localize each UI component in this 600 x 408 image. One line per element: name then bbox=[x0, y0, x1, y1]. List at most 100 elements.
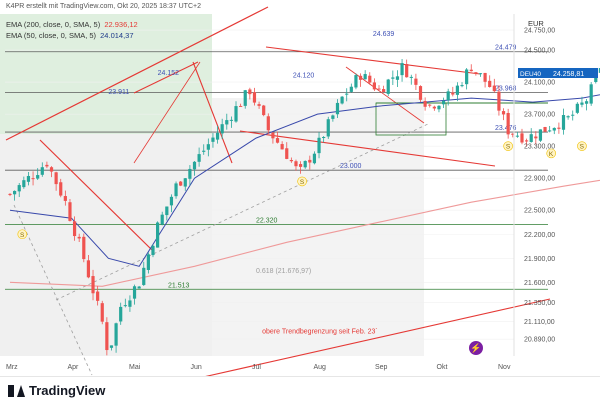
candle-body bbox=[174, 183, 178, 197]
candle-body bbox=[234, 106, 238, 122]
candle-body bbox=[515, 135, 519, 137]
chart-credit: K4PR erstellt mit TradingView.com, Okt 2… bbox=[6, 3, 201, 10]
candle-body bbox=[451, 92, 455, 95]
candle-body bbox=[418, 86, 423, 100]
candle-body bbox=[386, 79, 390, 94]
candle-body bbox=[289, 160, 293, 162]
candle-body bbox=[317, 137, 321, 154]
candle-body bbox=[211, 137, 215, 142]
y-tick-label: 22.500,00 bbox=[524, 208, 555, 215]
level-label: 24.479 bbox=[495, 45, 517, 52]
candle-body bbox=[423, 100, 427, 107]
legend-ema200-label: EMA (200, close, 0, SMA, 5) bbox=[6, 20, 101, 29]
ema200-line bbox=[9, 179, 600, 287]
marker-letter: K bbox=[549, 151, 554, 158]
candle-body bbox=[45, 164, 49, 167]
candle-body bbox=[561, 115, 566, 130]
candle-body bbox=[22, 180, 26, 188]
candle-body bbox=[460, 85, 464, 87]
candle-body bbox=[192, 161, 197, 170]
candle-body bbox=[331, 115, 335, 119]
candle-body bbox=[478, 73, 483, 75]
candle-body bbox=[543, 127, 547, 132]
candle-body bbox=[239, 105, 243, 107]
candle-body bbox=[142, 267, 146, 285]
footer bbox=[0, 376, 600, 408]
marker-badge bbox=[297, 176, 307, 187]
marker-letter: S bbox=[300, 179, 305, 186]
upper-channel-line bbox=[5, 6, 269, 141]
x-tick-label: Apr bbox=[68, 364, 80, 371]
y-tick-label: 23.300,00 bbox=[524, 144, 555, 151]
candle-body bbox=[165, 206, 169, 216]
summer-upper-line bbox=[265, 46, 481, 75]
dashed-support-line bbox=[55, 122, 431, 301]
candle-body bbox=[156, 222, 160, 248]
candle-body bbox=[340, 96, 344, 104]
candle-body bbox=[8, 193, 12, 195]
legend-ema200[interactable]: EMA (200, close, 0, SMA, 5) 22.936,12 bbox=[6, 20, 138, 29]
candle-body bbox=[520, 133, 524, 143]
candle-body bbox=[372, 82, 376, 90]
candle-body bbox=[197, 154, 201, 162]
annotations: obere Trendbegrenzung seit Feb. 23´ bbox=[262, 329, 378, 336]
candle-body bbox=[114, 323, 118, 346]
y-tick-label: 22.900,00 bbox=[524, 176, 555, 183]
y-tick-label: 22.200,00 bbox=[524, 232, 555, 239]
legend-ema50[interactable]: EMA (50, close, 0, SMA, 5) 24.014,37 bbox=[6, 31, 134, 40]
candle-body bbox=[303, 160, 307, 168]
candle-body bbox=[474, 72, 478, 74]
symbol-tag: DEU40 bbox=[520, 71, 541, 78]
candle-body bbox=[100, 303, 104, 322]
candle-body bbox=[566, 116, 570, 118]
candle-body bbox=[552, 127, 556, 131]
y-tick-label: 20.890,00 bbox=[524, 337, 555, 344]
candle-body bbox=[26, 175, 31, 182]
event-lightning-icon[interactable]: ⚡ bbox=[469, 341, 483, 355]
candle-body bbox=[298, 164, 303, 167]
candle-body bbox=[91, 276, 95, 294]
y-tick-label: 23.700,00 bbox=[524, 112, 555, 119]
candle-body bbox=[179, 181, 183, 186]
candle-body bbox=[271, 132, 275, 139]
y-axis[interactable]: 24.750,00 24.500,00 24.100,00 23.700,00 23.3… bbox=[513, 14, 555, 356]
marker-badge bbox=[503, 141, 513, 151]
candle-body bbox=[280, 144, 284, 150]
candle-body bbox=[119, 306, 123, 322]
candle-body bbox=[86, 260, 91, 278]
x-axis[interactable]: Mrz Apr Mai Jun Jul Aug Sep Okt Nov bbox=[6, 364, 511, 371]
downtrend-line-march bbox=[39, 139, 153, 251]
consolidation-zone-2 bbox=[212, 98, 424, 356]
candle-body bbox=[206, 144, 210, 150]
y-tick-label: 24.750,00 bbox=[524, 28, 555, 35]
candle-body bbox=[132, 286, 137, 299]
candle-body bbox=[335, 102, 340, 115]
candle-body bbox=[363, 74, 367, 80]
candle-body bbox=[202, 150, 206, 152]
candle-body bbox=[409, 76, 413, 78]
annotation-text: obere Trendbegrenzung seit Feb. 23´ bbox=[262, 329, 378, 336]
candle-body bbox=[557, 127, 561, 129]
candle-body bbox=[225, 120, 229, 125]
candle-body bbox=[137, 286, 141, 289]
candle-body bbox=[146, 254, 150, 270]
candle-body bbox=[36, 175, 40, 179]
candle-body bbox=[548, 130, 552, 132]
candle-body bbox=[151, 245, 155, 256]
level-label: 21.513 bbox=[168, 282, 190, 289]
candle-body bbox=[72, 221, 77, 237]
candle-body bbox=[497, 91, 501, 111]
candle-body bbox=[252, 92, 257, 103]
candle-body bbox=[382, 89, 386, 92]
x-tick-label: Mrz bbox=[6, 364, 18, 371]
candle-body bbox=[571, 114, 575, 116]
markers: S S S S K bbox=[17, 141, 587, 240]
x-tick-label: Okt bbox=[437, 364, 448, 371]
x-tick-label: Mai bbox=[129, 364, 141, 371]
x-tick-label: Sep bbox=[375, 364, 388, 371]
candle-body bbox=[538, 129, 543, 141]
tradingview-brand[interactable]: TradingView bbox=[8, 383, 105, 398]
legend-ema50-value: 24.014,37 bbox=[100, 31, 134, 40]
